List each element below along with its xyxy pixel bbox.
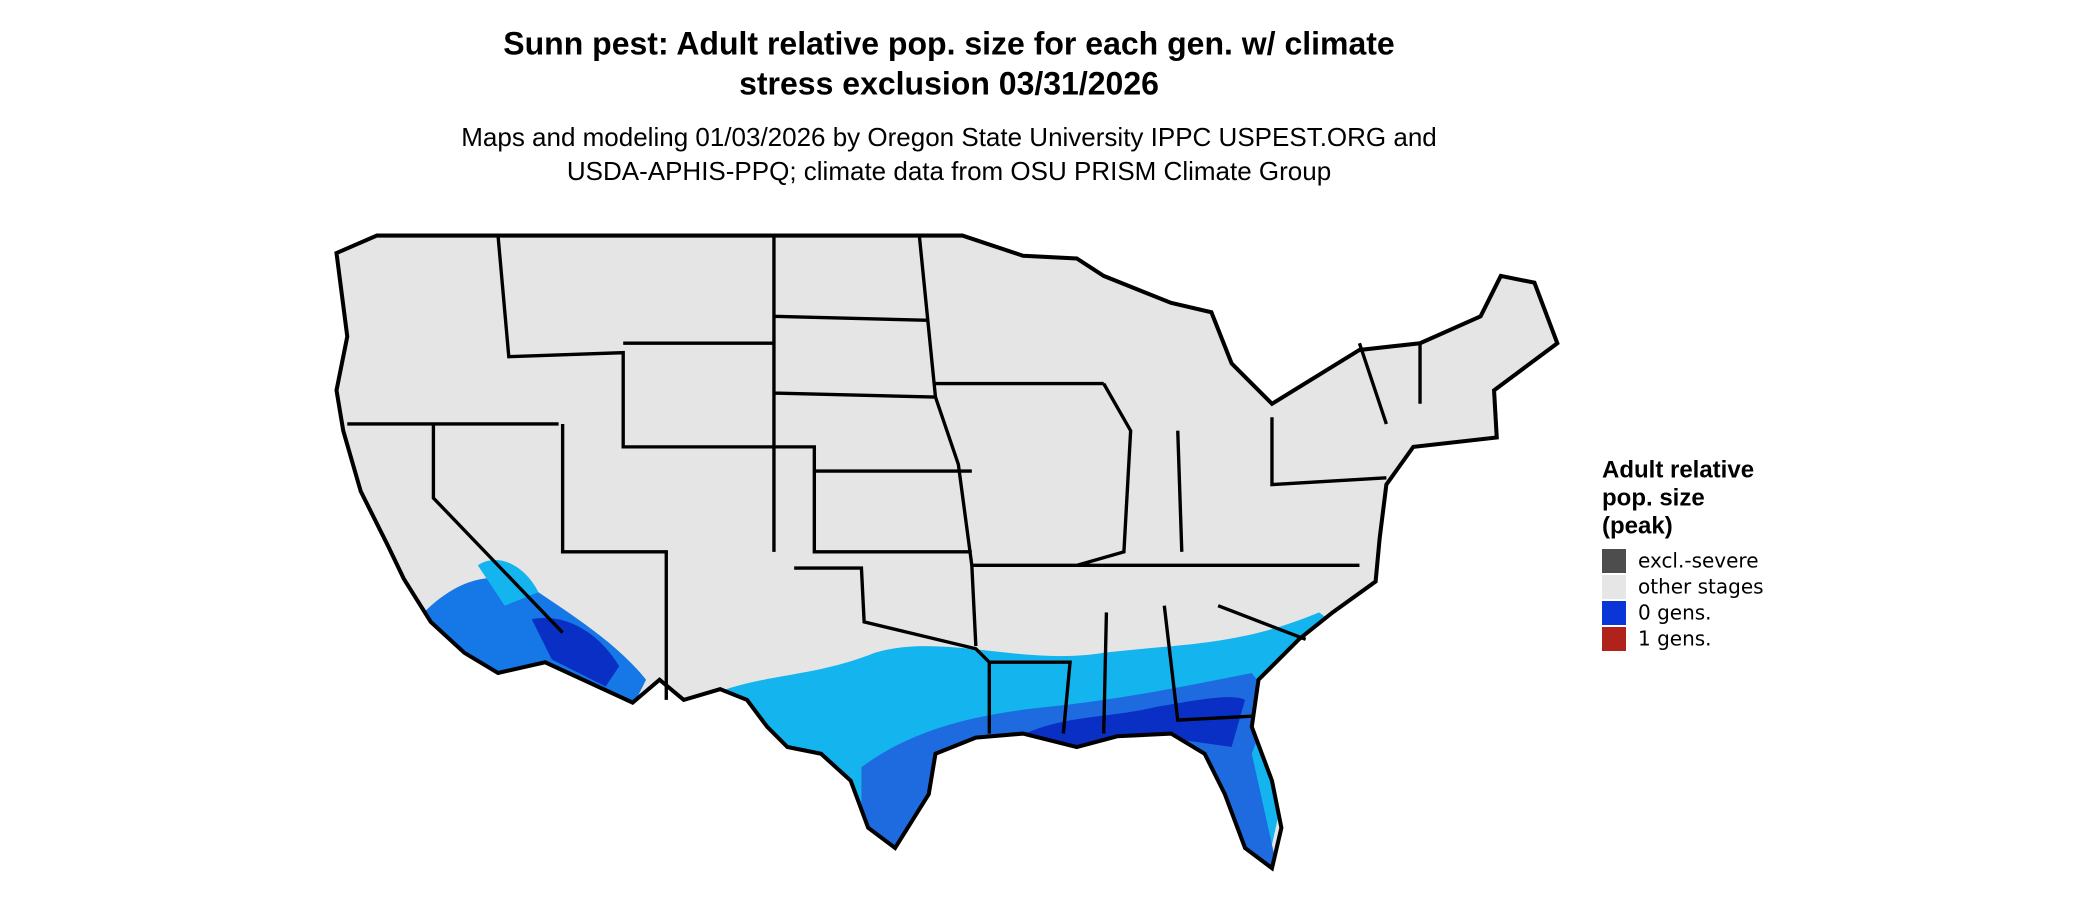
southwest-edge (477, 560, 539, 606)
legend-swatch (1602, 575, 1626, 599)
state-borders (337, 236, 1558, 869)
legend-title: (peak) (1602, 512, 1673, 539)
legend-label: 0 gens. (1638, 601, 1712, 625)
subtitle-line: USDA-APHIS-PPQ; climate data from OSU PR… (567, 156, 1331, 186)
legend-swatch (1602, 601, 1626, 625)
legend-label: other stages (1638, 575, 1764, 599)
legend-swatch (1602, 627, 1626, 651)
legend-title: pop. size (1602, 484, 1705, 511)
legend-swatch (1602, 549, 1626, 573)
title-line: stress exclusion 03/31/2026 (739, 65, 1159, 101)
legend-title: Adult relative (1602, 456, 1754, 483)
title-line: Sunn pest: Adult relative pop. size for … (503, 25, 1394, 61)
legend-label: 1 gens. (1638, 627, 1712, 651)
southwest-core (531, 617, 620, 687)
subtitle-line: Maps and modeling 01/03/2026 by Oregon S… (461, 122, 1437, 152)
us-map (337, 236, 1558, 875)
legend-label: excl.-severe (1638, 549, 1759, 573)
